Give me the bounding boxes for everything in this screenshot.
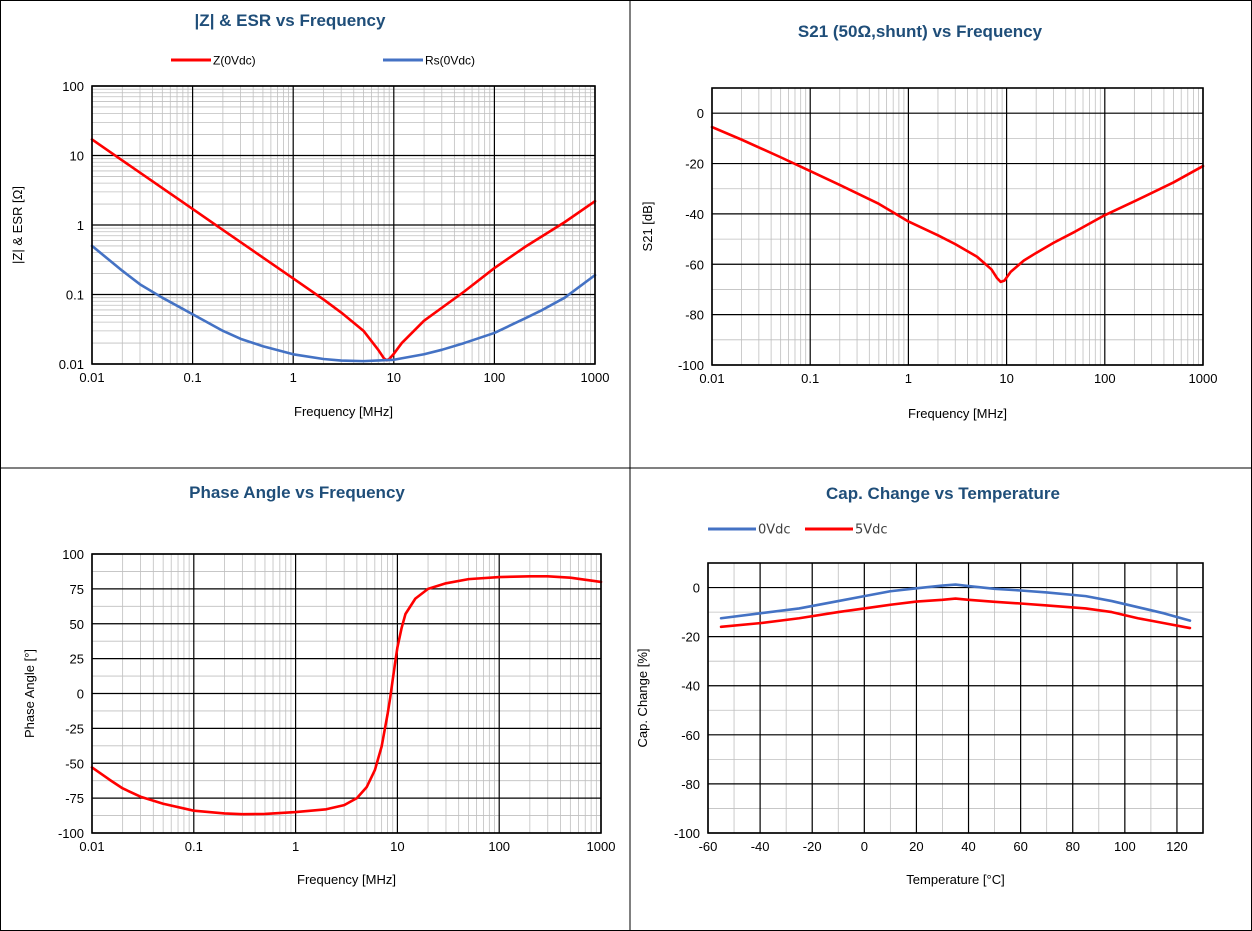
chart-title: Phase Angle vs Frequency [189, 483, 405, 502]
series-line-z-0vdc- [90, 138, 597, 362]
series-line-series-0 [710, 125, 1205, 284]
y-tick-label: -100 [58, 826, 84, 841]
series-line-rs-0vdc- [90, 244, 597, 363]
x-tick-label: 60 [1013, 839, 1027, 854]
y-tick-label: -75 [65, 791, 84, 806]
x-tick-label: 0.01 [79, 839, 104, 854]
y-tick-label: -20 [685, 157, 704, 172]
y-tick-label: -60 [685, 257, 704, 272]
y-tick-label: -80 [681, 777, 700, 792]
series-line-5vdc [719, 597, 1192, 630]
x-axis-label: Frequency [MHz] [294, 404, 393, 419]
x-tick-label: 100 [488, 839, 510, 854]
x-tick-label: 40 [961, 839, 975, 854]
y-tick-label: 0.01 [59, 357, 84, 372]
x-axis-label: Temperature [°C] [906, 872, 1004, 887]
x-tick-label: 1 [290, 370, 297, 385]
y-tick-label: 0.1 [66, 288, 84, 303]
legend-label: 5Vdc [855, 523, 888, 538]
x-tick-label: 1 [292, 839, 299, 854]
legend-label: 0Vdc [758, 523, 791, 538]
x-tick-label: -60 [699, 839, 718, 854]
chart-impedance: 0.01 0.1 1 10 100 1000 0.01 0.1 1 10 100 |Z| & ESR … [10, 11, 609, 419]
series-line-0vdc [719, 583, 1192, 622]
y-tick-label: -100 [674, 826, 700, 841]
y-tick-label: 50 [70, 617, 84, 632]
y-axis-label: S21 [dB] [640, 202, 655, 252]
y-axis-label: Cap. Change [%] [635, 648, 650, 747]
series-line-series-0 [90, 575, 603, 816]
x-axis-label: Frequency [MHz] [297, 872, 396, 887]
legend: Z(0Vdc) Rs(0Vdc) [171, 54, 475, 68]
x-tick-label: 80 [1066, 839, 1080, 854]
x-tick-label: 1 [905, 371, 912, 386]
plot-border [91, 85, 596, 365]
chart-title: |Z| & ESR vs Frequency [195, 11, 386, 30]
legend-label: Rs(0Vdc) [425, 54, 475, 68]
chart-phase: 0.01 0.1 1 10 100 1000 100 75 50 25 0 -25 -50 -75 -100… [22, 483, 615, 887]
x-tick-label: 10 [387, 370, 401, 385]
x-tick-label: 1000 [587, 839, 616, 854]
y-tick-label: 0 [77, 687, 84, 702]
x-tick-label: 20 [909, 839, 923, 854]
y-tick-label: -20 [681, 630, 700, 645]
y-tick-label: -60 [681, 728, 700, 743]
x-tick-label: 10 [999, 371, 1013, 386]
chart-title: Cap. Change vs Temperature [826, 484, 1060, 503]
x-tick-label: 0.01 [699, 371, 724, 386]
y-tick-label: 10 [70, 149, 84, 164]
x-axis-label: Frequency [MHz] [908, 406, 1007, 421]
y-axis-label: |Z| & ESR [Ω] [10, 186, 25, 264]
y-tick-label: -40 [681, 679, 700, 694]
plot-area [708, 563, 1203, 833]
x-tick-label: 100 [1094, 371, 1116, 386]
chart-s21: 0.01 0.1 1 10 100 1000 0 -20 -40 -60 -80 -100 S21 (5… [640, 22, 1217, 421]
y-tick-label: -40 [685, 207, 704, 222]
x-tick-label: 100 [484, 370, 506, 385]
y-tick-label: 75 [70, 582, 84, 597]
chart-title: S21 (50Ω,shunt) vs Frequency [798, 22, 1043, 41]
y-tick-label: 100 [62, 79, 84, 94]
y-tick-label: 1 [77, 218, 84, 233]
x-tick-label: -20 [803, 839, 822, 854]
plot-border [91, 553, 602, 834]
x-tick-label: 100 [1114, 839, 1136, 854]
x-tick-label: 120 [1166, 839, 1188, 854]
plot-area [712, 88, 1203, 365]
x-tick-label: 1000 [581, 370, 610, 385]
x-tick-label: 0.1 [801, 371, 819, 386]
x-tick-label: 0.01 [79, 370, 104, 385]
chart-temperature: -60 -40 -20 0 20 40 60 80 100 120 0 -20 -40 -60 -80 -10… [635, 484, 1204, 887]
x-tick-label: -40 [751, 839, 770, 854]
x-tick-label: 0 [861, 839, 868, 854]
plot-border [711, 87, 1204, 366]
y-tick-label: -100 [678, 358, 704, 373]
x-tick-label: 0.1 [185, 839, 203, 854]
y-axis-label: Phase Angle [°] [22, 649, 37, 738]
y-tick-label: 0 [693, 581, 700, 596]
y-tick-label: -50 [65, 756, 84, 771]
y-tick-label: -25 [65, 721, 84, 736]
y-tick-label: 0 [697, 106, 704, 121]
plot-border [707, 562, 1204, 834]
y-tick-label: -80 [685, 308, 704, 323]
legend-label: Z(0Vdc) [213, 54, 256, 68]
x-tick-label: 1000 [1189, 371, 1218, 386]
x-tick-label: 10 [390, 839, 404, 854]
y-tick-label: 25 [70, 652, 84, 667]
y-tick-label: 100 [62, 547, 84, 562]
x-tick-label: 0.1 [184, 370, 202, 385]
legend: 0Vdc 5Vdc [708, 523, 888, 538]
